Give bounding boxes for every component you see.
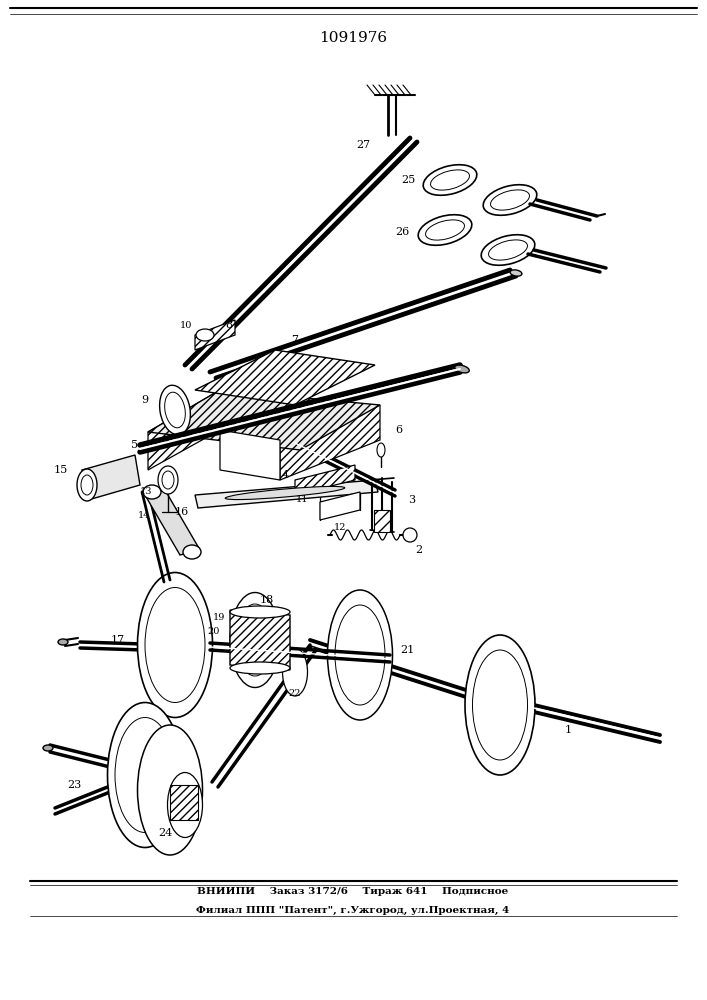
Text: 23: 23 (68, 780, 82, 790)
Ellipse shape (483, 185, 537, 215)
Polygon shape (280, 405, 380, 480)
Ellipse shape (465, 635, 535, 775)
Ellipse shape (137, 725, 202, 855)
Ellipse shape (236, 604, 274, 676)
Ellipse shape (230, 662, 290, 674)
Text: 4: 4 (281, 470, 288, 480)
Ellipse shape (335, 605, 385, 705)
Ellipse shape (377, 443, 385, 457)
Ellipse shape (491, 190, 530, 210)
Text: 27: 27 (356, 140, 370, 150)
Text: 9: 9 (141, 395, 148, 405)
Text: 21: 21 (400, 645, 414, 655)
Text: 26: 26 (396, 227, 410, 237)
Text: 16: 16 (175, 507, 189, 517)
Text: 24: 24 (158, 828, 172, 838)
Ellipse shape (489, 240, 527, 260)
Ellipse shape (162, 471, 174, 489)
Text: 22: 22 (288, 690, 301, 698)
Ellipse shape (510, 270, 522, 276)
Text: 13: 13 (139, 488, 152, 496)
Ellipse shape (145, 587, 205, 702)
Text: 25: 25 (401, 175, 415, 185)
Ellipse shape (115, 718, 175, 832)
Text: 18: 18 (260, 595, 274, 605)
Polygon shape (220, 430, 280, 480)
Ellipse shape (196, 329, 214, 341)
Bar (374, 510, 390, 532)
Polygon shape (82, 455, 140, 500)
Ellipse shape (230, 592, 280, 688)
Ellipse shape (455, 365, 469, 373)
Polygon shape (195, 350, 375, 405)
Text: 15: 15 (54, 465, 68, 475)
Text: Филиал ППП "Патент", г.Ужгород, ул.Проектная, 4: Филиал ППП "Патент", г.Ужгород, ул.Проек… (197, 905, 510, 915)
Text: ВНИИПИ    Заказ 3172/6    Тираж 641    Подписное: ВНИИПИ Заказ 3172/6 Тираж 641 Подписное (197, 886, 508, 896)
Polygon shape (145, 490, 200, 555)
Ellipse shape (58, 639, 68, 645)
Text: 7: 7 (291, 335, 298, 345)
Ellipse shape (43, 745, 53, 751)
Polygon shape (195, 320, 235, 350)
Ellipse shape (423, 165, 477, 195)
Ellipse shape (327, 590, 392, 720)
Text: 2: 2 (415, 545, 422, 555)
Polygon shape (195, 480, 378, 508)
Ellipse shape (158, 466, 178, 494)
Ellipse shape (403, 528, 417, 542)
Ellipse shape (183, 545, 201, 559)
Text: 1: 1 (565, 725, 572, 735)
Text: 17: 17 (111, 635, 125, 645)
Ellipse shape (81, 475, 93, 495)
Bar (170, 785, 198, 820)
Polygon shape (148, 390, 220, 470)
Ellipse shape (283, 648, 308, 696)
Polygon shape (148, 390, 380, 450)
Text: 10: 10 (180, 320, 192, 330)
Text: 14: 14 (137, 512, 150, 520)
Ellipse shape (481, 235, 534, 265)
Ellipse shape (419, 215, 472, 245)
Ellipse shape (426, 220, 464, 240)
Ellipse shape (160, 385, 190, 435)
Ellipse shape (168, 772, 202, 838)
Polygon shape (295, 465, 355, 495)
Ellipse shape (77, 469, 97, 501)
Ellipse shape (137, 572, 213, 718)
Text: 1091976: 1091976 (319, 31, 387, 45)
Polygon shape (320, 492, 360, 520)
Ellipse shape (431, 170, 469, 190)
Ellipse shape (472, 650, 527, 760)
Text: 20: 20 (208, 628, 220, 637)
Text: 8: 8 (225, 320, 232, 330)
Ellipse shape (226, 486, 345, 500)
Ellipse shape (143, 485, 161, 499)
Text: 6: 6 (395, 425, 402, 435)
Text: 19: 19 (213, 613, 225, 622)
Ellipse shape (165, 392, 185, 428)
Text: 11: 11 (296, 495, 308, 504)
Ellipse shape (107, 702, 182, 848)
Polygon shape (230, 610, 290, 670)
Text: 5: 5 (131, 440, 138, 450)
Ellipse shape (230, 606, 290, 618)
Text: 12: 12 (334, 524, 346, 532)
Text: 3: 3 (408, 495, 415, 505)
